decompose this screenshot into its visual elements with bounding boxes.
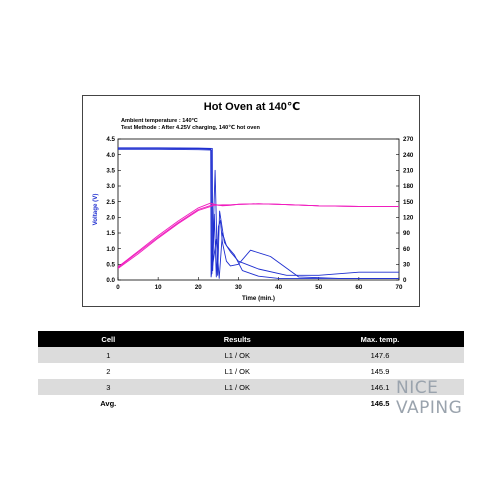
temperature-line-3	[117, 202, 399, 268]
plot-area	[117, 138, 400, 281]
cell-id: 2	[38, 363, 179, 379]
y2-tick-label: 120	[403, 215, 414, 222]
avg-max-temp: 146.5	[295, 395, 464, 411]
y-tick-label: 2.5	[106, 199, 115, 206]
y-tick-label: 4.0	[106, 152, 115, 159]
y2-tick-label: 150	[403, 199, 414, 206]
y-tick-label: 1.0	[106, 246, 115, 253]
y-tick-label: 0.5	[106, 262, 115, 269]
header-max-temp: Max. temp.	[295, 331, 464, 347]
y2-tick-label: 0	[403, 277, 407, 284]
x-tick-label: 70	[396, 284, 403, 291]
chart-annotation: Ambient temperature : 140°C	[121, 118, 198, 124]
header-results: Results	[178, 331, 296, 347]
y2-tick-label: 90	[403, 230, 410, 237]
x-tick-label: 50	[315, 284, 322, 291]
results-table: Cell Results Max. temp. 1 L1 / OK 147.6 …	[38, 331, 464, 411]
cell-result: L1 / OK	[178, 363, 296, 379]
voltage-line-0	[118, 147, 399, 279]
y-tick-label: 4.5	[106, 136, 115, 143]
cell-result: L1 / OK	[178, 379, 296, 395]
y2-tick-label: 240	[403, 152, 414, 159]
avg-result	[178, 395, 296, 411]
cell-id: 1	[38, 347, 179, 363]
temperature-line-5	[117, 203, 399, 268]
cell-max-temp: 147.6	[295, 347, 464, 363]
x-tick-label: 20	[195, 284, 202, 291]
y-tick-label: 3.0	[106, 183, 115, 190]
x-tick-label: 40	[275, 284, 282, 291]
cell-result: L1 / OK	[178, 347, 296, 363]
x-tick-label: 10	[155, 284, 162, 291]
y-axis-label: Voltage (V)	[92, 194, 99, 226]
cell-max-temp: 146.1	[295, 379, 464, 395]
chart-svg: Hot Oven at 140℃ Ambient temperature : 14…	[92, 101, 414, 302]
avg-label: Avg.	[38, 395, 179, 411]
y2-tick-label: 210	[403, 168, 414, 175]
y-tick-label: 2.0	[106, 215, 115, 222]
chart-title: Hot Oven at 140℃	[204, 101, 300, 113]
watermark-logo: NICE VAPING	[396, 378, 500, 418]
header-cell: Cell	[38, 331, 179, 347]
y-tick-label: 0.0	[106, 277, 115, 284]
watermark-text: NICE VAPING	[396, 378, 463, 418]
chart-annotation: Test Methode : After 4.25V charging, 140…	[121, 124, 260, 131]
y2-tick-label: 180	[403, 183, 414, 190]
y-tick-label: 1.5	[106, 230, 115, 237]
y2-tick-label: 30	[403, 262, 410, 269]
x-tick-label: 60	[355, 284, 362, 291]
x-tick-label: 0	[116, 284, 120, 291]
table-row: 1 L1 / OK 147.6	[38, 347, 464, 363]
y2-tick-label: 60	[403, 246, 410, 253]
y2-tick-label: 270	[403, 136, 414, 143]
table-avg-row: Avg. 146.5	[38, 395, 464, 411]
y-tick-label: 3.5	[106, 168, 115, 175]
voltage-line-1	[118, 148, 399, 276]
voltage-line-2	[118, 147, 399, 279]
chart-panel: Hot Oven at 140℃ Ambient temperature : 14…	[82, 95, 420, 307]
table-row: 2 L1 / OK 145.9	[38, 363, 464, 379]
table-header-row: Cell Results Max. temp.	[38, 331, 464, 347]
cell-max-temp: 145.9	[295, 363, 464, 379]
x-axis-label: Time (min.)	[242, 295, 275, 302]
table-row: 3 L1 / OK 146.1	[38, 379, 464, 395]
x-tick-label: 30	[235, 284, 242, 291]
cell-id: 3	[38, 379, 179, 395]
